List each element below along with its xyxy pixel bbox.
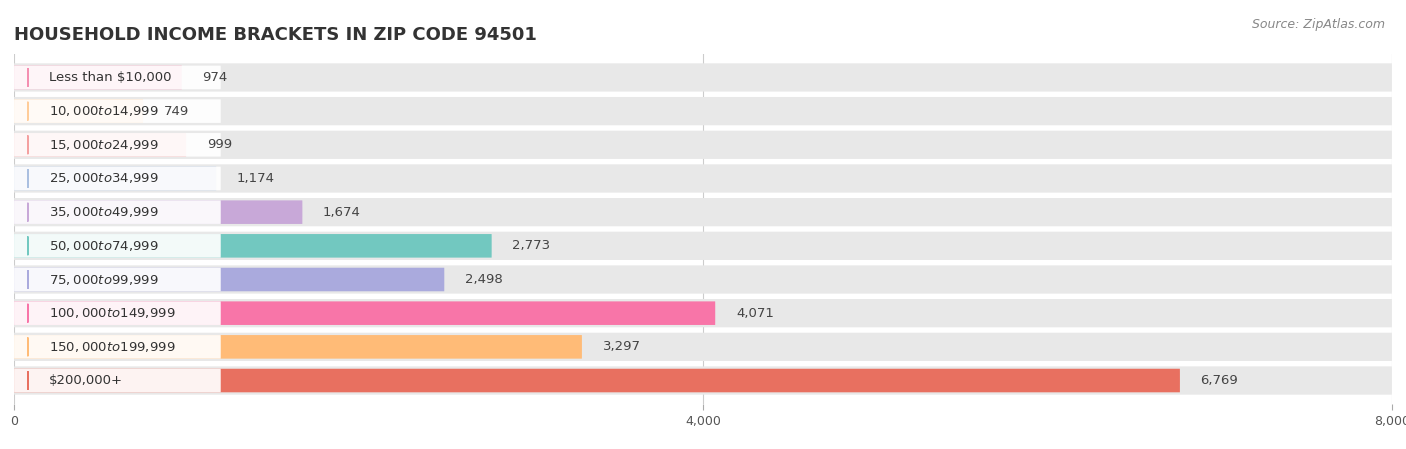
FancyBboxPatch shape [14, 133, 221, 157]
FancyBboxPatch shape [14, 131, 1392, 159]
Text: 974: 974 [202, 71, 228, 84]
Text: 1,174: 1,174 [238, 172, 276, 185]
Text: Source: ZipAtlas.com: Source: ZipAtlas.com [1251, 18, 1385, 31]
Text: $25,000 to $34,999: $25,000 to $34,999 [48, 172, 159, 185]
FancyBboxPatch shape [14, 164, 1392, 193]
Text: $35,000 to $49,999: $35,000 to $49,999 [48, 205, 159, 219]
Text: $50,000 to $74,999: $50,000 to $74,999 [48, 239, 159, 253]
FancyBboxPatch shape [14, 301, 221, 325]
Text: 999: 999 [207, 138, 232, 151]
FancyBboxPatch shape [14, 133, 186, 157]
Text: $15,000 to $24,999: $15,000 to $24,999 [48, 138, 159, 152]
Text: 2,773: 2,773 [512, 239, 551, 252]
FancyBboxPatch shape [14, 63, 1392, 92]
FancyBboxPatch shape [14, 268, 221, 291]
FancyBboxPatch shape [14, 335, 221, 359]
Text: 1,674: 1,674 [323, 206, 361, 219]
Text: $200,000+: $200,000+ [48, 374, 122, 387]
Text: Less than $10,000: Less than $10,000 [48, 71, 172, 84]
Text: $150,000 to $199,999: $150,000 to $199,999 [48, 340, 174, 354]
FancyBboxPatch shape [14, 200, 302, 224]
FancyBboxPatch shape [14, 99, 143, 123]
FancyBboxPatch shape [14, 299, 1392, 327]
FancyBboxPatch shape [14, 99, 221, 123]
FancyBboxPatch shape [14, 369, 1180, 392]
Text: 6,769: 6,769 [1201, 374, 1239, 387]
FancyBboxPatch shape [14, 366, 1392, 395]
FancyBboxPatch shape [14, 234, 221, 258]
FancyBboxPatch shape [14, 335, 582, 359]
FancyBboxPatch shape [14, 66, 221, 89]
FancyBboxPatch shape [14, 200, 221, 224]
Text: 2,498: 2,498 [465, 273, 503, 286]
FancyBboxPatch shape [14, 97, 1392, 125]
Text: 749: 749 [163, 105, 188, 118]
Text: $75,000 to $99,999: $75,000 to $99,999 [48, 273, 159, 286]
Text: $10,000 to $14,999: $10,000 to $14,999 [48, 104, 159, 118]
FancyBboxPatch shape [14, 198, 1392, 226]
FancyBboxPatch shape [14, 369, 221, 392]
FancyBboxPatch shape [14, 234, 492, 258]
FancyBboxPatch shape [14, 167, 217, 190]
FancyBboxPatch shape [14, 268, 444, 291]
FancyBboxPatch shape [14, 265, 1392, 294]
FancyBboxPatch shape [14, 167, 221, 190]
FancyBboxPatch shape [14, 301, 716, 325]
Text: $100,000 to $149,999: $100,000 to $149,999 [48, 306, 174, 320]
FancyBboxPatch shape [14, 66, 181, 89]
FancyBboxPatch shape [14, 232, 1392, 260]
FancyBboxPatch shape [14, 333, 1392, 361]
Text: 4,071: 4,071 [735, 307, 773, 320]
Text: HOUSEHOLD INCOME BRACKETS IN ZIP CODE 94501: HOUSEHOLD INCOME BRACKETS IN ZIP CODE 94… [14, 26, 537, 44]
Text: 3,297: 3,297 [603, 340, 641, 353]
